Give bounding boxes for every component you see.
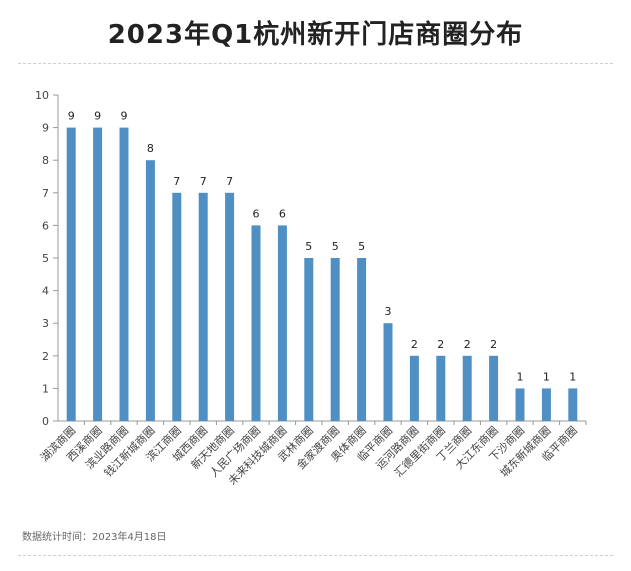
bar <box>330 258 340 421</box>
data-label: 5 <box>332 240 339 253</box>
data-label: 2 <box>411 338 418 351</box>
bar <box>568 388 578 421</box>
y-tick-label: 0 <box>42 415 49 428</box>
y-tick-label: 5 <box>42 252 49 265</box>
data-label: 9 <box>94 110 101 123</box>
bar <box>383 323 393 421</box>
data-label: 2 <box>464 338 471 351</box>
y-tick-label: 8 <box>42 154 49 167</box>
data-timestamp: 数据统计时间：2023年4月18日 <box>22 532 167 543</box>
bar <box>409 355 419 421</box>
y-tick-label: 10 <box>35 89 49 102</box>
bottom-divider <box>18 555 613 556</box>
x-labels: 湖滨商圈西溪商圈滨业路商圈钱江新城商圈滨江商圈城西商圈新天地商圈人民广场商圈未来… <box>37 421 587 488</box>
data-label: 2 <box>490 338 497 351</box>
y-tick-label: 7 <box>42 187 49 200</box>
bars <box>66 127 578 421</box>
data-label: 9 <box>121 110 128 123</box>
y-tick-label: 1 <box>42 382 49 395</box>
data-label: 5 <box>305 240 312 253</box>
bar <box>277 225 287 421</box>
bar <box>198 192 208 421</box>
data-label: 3 <box>385 305 392 318</box>
bar <box>515 388 525 421</box>
data-label: 6 <box>253 207 260 220</box>
top-divider <box>18 63 613 64</box>
bar <box>304 258 314 421</box>
data-label: 1 <box>517 370 524 383</box>
data-label: 8 <box>147 142 154 155</box>
bar <box>251 225 261 421</box>
bar <box>119 127 129 421</box>
bar <box>172 192 182 421</box>
data-label: 1 <box>543 370 550 383</box>
bar <box>357 258 367 421</box>
data-label: 2 <box>437 338 444 351</box>
bar <box>489 355 499 421</box>
y-tick-label: 9 <box>42 122 49 135</box>
data-label: 7 <box>173 175 180 188</box>
y-tick-label: 4 <box>42 285 49 298</box>
bar <box>225 192 235 421</box>
bar <box>541 388 551 421</box>
chart-title: 2023年Q1杭州新开门店商圈分布 <box>107 20 524 50</box>
y-tick-label: 3 <box>42 317 49 330</box>
bar <box>462 355 472 421</box>
y-tick-label: 2 <box>42 350 49 363</box>
bar <box>145 160 155 421</box>
data-label: 6 <box>279 207 286 220</box>
data-label: 7 <box>226 175 233 188</box>
data-label: 7 <box>200 175 207 188</box>
bar-chart: 0 1 2 3 4 5 6 7 8 9 10 9 9 9 8 7 7 7 6 6 5 5 5 3 2 2 2 2 1 1 1 湖滨商圈西溪… <box>35 89 587 488</box>
bar <box>66 127 76 421</box>
value-labels: 9 9 9 8 7 7 7 6 6 5 5 5 3 2 2 2 2 1 1 1 <box>68 110 577 384</box>
data-label: 1 <box>569 370 576 383</box>
data-label: 9 <box>68 110 75 123</box>
y-tick-label: 6 <box>42 219 49 232</box>
bar <box>93 127 103 421</box>
bar <box>436 355 446 421</box>
data-label: 5 <box>358 240 365 253</box>
